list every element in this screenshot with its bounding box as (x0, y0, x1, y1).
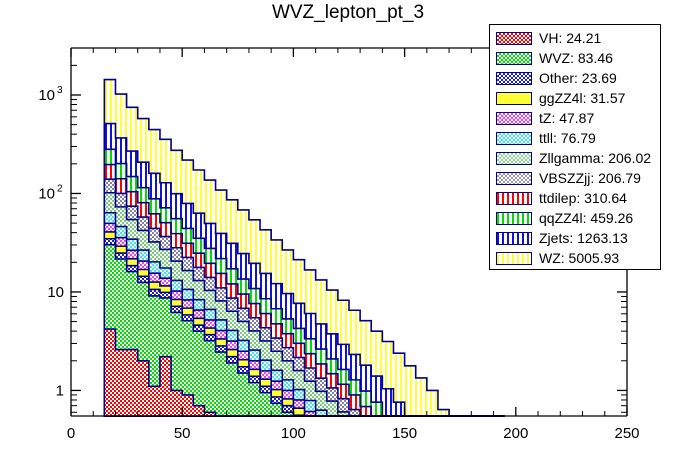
legend-label-VH: VH: 24.21 (539, 30, 602, 46)
x-tick-label: 200 (503, 425, 528, 442)
legend-swatch-ttll (496, 131, 532, 145)
legend-item-ttll[interactable]: ttll: 76.79 (490, 128, 660, 148)
x-tick-label: 100 (281, 425, 306, 442)
svg-text:2: 2 (57, 183, 63, 194)
x-tick-label: 0 (67, 425, 75, 442)
y-tick-label: 10 (47, 284, 64, 301)
legend-item-VH[interactable]: VH: 24.21 (490, 28, 660, 48)
legend-swatch-ttdilep (496, 191, 532, 205)
legend-swatch-VH (496, 31, 532, 45)
svg-text:10: 10 (38, 87, 55, 104)
stacked-histogram-bars (103, 78, 505, 417)
x-tick-label: 250 (614, 425, 639, 442)
svg-text:3: 3 (57, 85, 63, 96)
y-tick-label: 1 (56, 382, 64, 399)
y-tick-label: 10 2 (38, 183, 63, 202)
legend-swatch-tZ (496, 111, 532, 125)
svg-text:10: 10 (38, 185, 55, 202)
legend-item-qqZZ4l[interactable]: qqZZ4l: 459.26 (490, 208, 660, 228)
legend-label-tZ: tZ: 47.87 (539, 110, 595, 126)
legend-label-VBSZZjj: VBSZZjj: 206.79 (539, 170, 641, 186)
page-title: WVZ_lepton_pt_3 (271, 2, 425, 23)
legend-item-WVZ[interactable]: WVZ: 83.46 (490, 48, 660, 68)
x-tick-label: 50 (174, 425, 191, 442)
legend-swatch-Other (496, 71, 532, 85)
legend-label-ttll: ttll: 76.79 (539, 130, 596, 146)
svg-text:1: 1 (56, 382, 64, 399)
legend-label-qqZZ4l: qqZZ4l: 459.26 (539, 210, 634, 226)
legend-swatch-VBSZZjj (496, 171, 532, 185)
legend-item-Other[interactable]: Other: 23.69 (490, 68, 660, 88)
y-tick-label: 10 3 (38, 85, 63, 104)
svg-text:10: 10 (47, 284, 64, 301)
legend-label-Zjets: Zjets: 1263.13 (539, 230, 628, 246)
legend-item-Zllgamma[interactable]: Zllgamma: 206.02 (490, 148, 660, 168)
legend-label-WVZ: WVZ: 83.46 (539, 50, 613, 66)
legend-label-Zllgamma: Zllgamma: 206.02 (539, 150, 652, 166)
legend-label-ttdilep: ttdilep: 310.64 (539, 190, 627, 206)
legend-swatch-WZ (496, 251, 532, 265)
legend-label-Other: Other: 23.69 (539, 70, 617, 86)
legend-swatch-Zllgamma (496, 151, 532, 165)
legend-item-tZ[interactable]: tZ: 47.87 (490, 108, 660, 128)
legend-label-WZ: WZ: 5005.93 (539, 250, 620, 266)
legend-item-VBSZZjj[interactable]: VBSZZjj: 206.79 (490, 168, 660, 188)
legend-swatch-WVZ (496, 51, 532, 65)
legend-swatch-Zjets (496, 231, 532, 245)
legend-item-ttdilep[interactable]: ttdilep: 310.64 (490, 188, 660, 208)
legend-label-ggZZ4l: ggZZ4l: 31.57 (539, 90, 626, 106)
legend-item-Zjets[interactable]: Zjets: 1263.13 (490, 228, 660, 248)
legend-item-ggZZ4l[interactable]: ggZZ4l: 31.57 (490, 88, 660, 108)
x-tick-label: 150 (392, 425, 417, 442)
legend-swatch-ggZZ4l (496, 91, 532, 105)
legend-item-WZ[interactable]: WZ: 5005.93 (490, 248, 660, 268)
legend: VH: 24.21 WVZ: 83.46 Other: 23.69 ggZZ4l: 3… (489, 24, 661, 270)
legend-swatch-qqZZ4l (496, 211, 532, 225)
